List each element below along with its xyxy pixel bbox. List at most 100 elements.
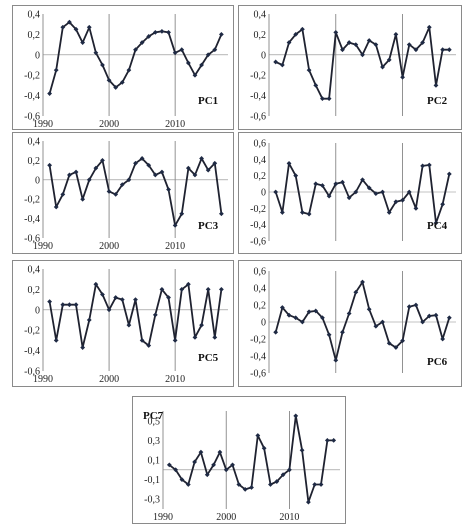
chart-svg: 0,4 0,2 0 -0,2 -0,4 -0,6 PC2 [250,10,456,123]
data-point [273,189,279,195]
x-tick-label: 2010 [279,512,299,523]
data-point [152,172,158,178]
data-point [299,447,305,453]
data-point [86,177,92,183]
y-tick-label: -0,6 [24,367,40,378]
data-point [192,459,198,465]
data-point [313,181,319,187]
series-line [48,21,223,94]
data-point [340,329,345,335]
data-point [205,287,211,292]
data-point [218,32,224,37]
data-point [212,47,218,53]
data-point [320,183,325,188]
data-point [286,40,292,45]
panel-label: PC2 [427,95,448,107]
data-point [179,47,185,53]
data-point [73,26,79,32]
chart-panel-pc6: 0,6 0,4 0,2 0 -0,2 -0,4 -0,6 PC6 [238,260,462,387]
data-point [172,338,178,343]
data-point [60,302,66,308]
y-tick-label: -0,4 [250,91,266,102]
chart-panel-pc5: 0,4 0,2 0 -0,2 -0,4 -0,6 1990 2000 2010 PC5 [12,260,234,387]
data-point [273,329,279,335]
data-point [146,162,152,168]
y-tick-label: 0,4 [254,155,267,166]
chart-panel-pc7: 0,5 0,3 0,1 -0,1 -0,3 1990 2000 2010 PC7 [132,396,346,524]
data-point [318,482,324,487]
data-point [80,345,86,350]
data-point [446,47,452,53]
data-point [393,32,399,37]
data-point [80,196,86,202]
data-point [406,304,412,310]
data-point [133,160,138,166]
y-tick-label: -0,4 [24,91,40,102]
x-tick-label: 2010 [165,119,185,130]
x-tick-label: 2000 [99,374,119,385]
data-point [53,338,59,343]
data-point [106,77,112,83]
y-tick-label: -0,6 [24,234,40,245]
data-point [172,222,178,228]
data-point [333,357,339,363]
data-point [331,438,337,443]
data-point [212,334,218,340]
y-tick-label: 0,4 [254,284,267,295]
data-point [433,83,439,88]
data-point [106,189,112,194]
data-point [223,467,229,473]
data-point [340,179,345,185]
data-point [113,85,119,90]
series-line [275,26,450,100]
chart-svg: 0,6 0,4 0,2 0 -0,2 -0,4 -0,6 PC6 [250,267,456,380]
data-point [426,24,432,30]
data-point [119,297,125,302]
data-point [420,319,426,325]
y-tick-label: -0,2 [24,326,40,337]
y-tick-label: -0,1 [144,475,160,486]
data-point [133,297,138,302]
data-point [346,311,352,316]
y-tick-label: -0,2 [24,195,40,206]
data-point [373,323,379,329]
data-point [172,50,178,56]
data-point [306,211,312,217]
data-point [293,173,299,179]
x-tick-label: 1990 [33,374,53,385]
x-tick-label: 1990 [153,512,173,523]
data-point [279,62,285,68]
data-point [366,38,372,43]
chart-panel-pc1: 0,4 0,2 0 -0,2 -0,4 -0,6 1990 2000 2010 PC1 [12,5,234,130]
data-point [312,482,318,487]
data-point [287,467,292,473]
data-point [119,182,125,188]
chart-panel-pc3: 0,4 0,2 0 -0,2 -0,4 -0,6 1990 2000 2010 PC3 [12,132,234,254]
data-point [440,336,446,342]
data-point [299,319,305,325]
y-tick-label: 0,2 [254,30,267,41]
data-point [86,317,92,323]
data-point [205,52,211,58]
data-point [373,42,379,47]
data-point [185,165,191,171]
data-point [173,467,179,473]
chart-svg: 0,6 0,4 0,2 0 -0,2 -0,4 -0,6 PC4 [250,139,456,248]
y-tick-label: 0,1 [148,456,161,467]
data-point [139,40,145,45]
data-point [273,59,279,65]
data-point [198,449,204,455]
data-point [426,162,432,168]
data-point [218,211,224,217]
data-point [293,32,299,37]
data-point [333,181,339,187]
y-tick-label: 0,6 [254,139,267,150]
y-tick-label: 0,3 [148,436,161,447]
data-point [353,42,359,47]
data-point [326,332,332,338]
data-point [106,307,112,313]
data-point [126,322,132,328]
data-point [73,169,79,175]
data-point [400,338,405,344]
data-point [299,210,305,215]
